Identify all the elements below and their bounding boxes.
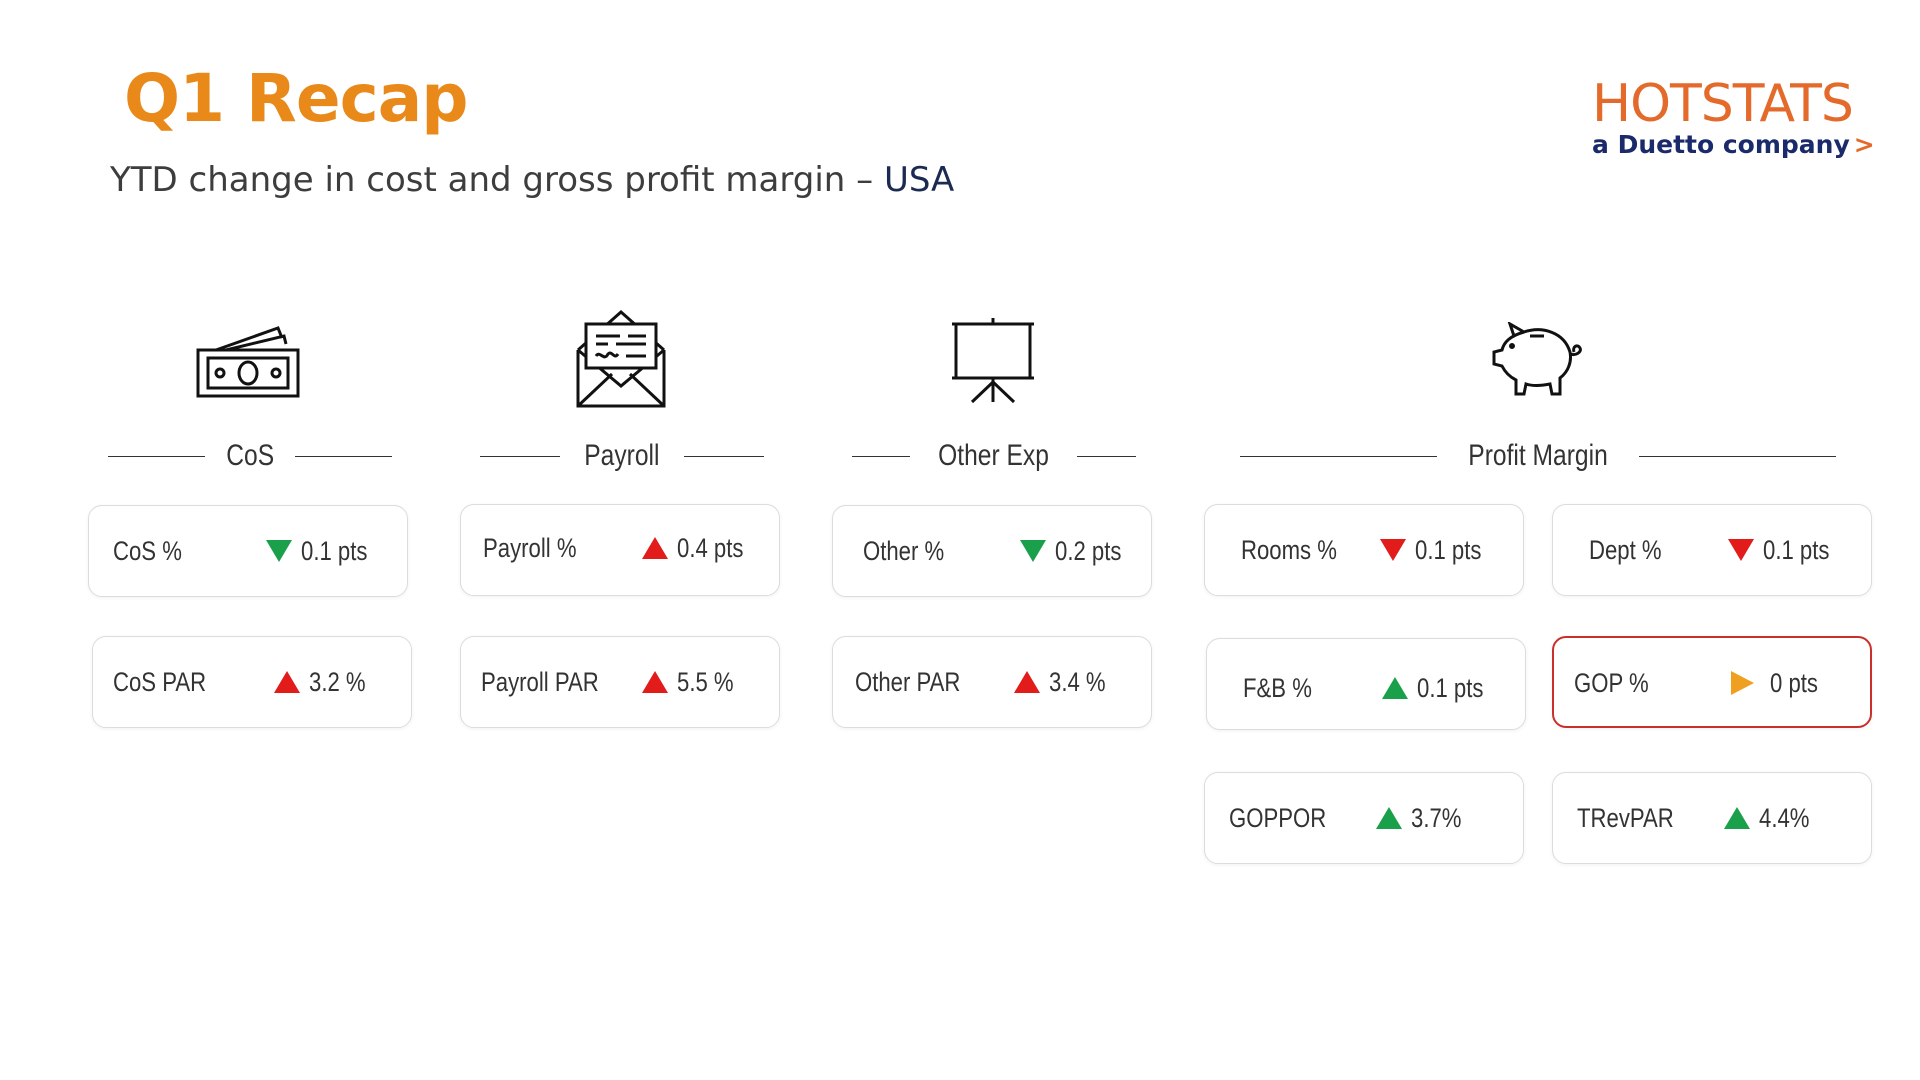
metric-value: 3.7% bbox=[1411, 802, 1462, 833]
metric-name: TRevPAR bbox=[1577, 803, 1674, 833]
section-divider bbox=[852, 455, 910, 457]
metric-name: GOP % bbox=[1574, 668, 1649, 698]
section-header-other: Other Exp bbox=[852, 436, 1136, 476]
metric-value: 5.5 % bbox=[677, 666, 734, 697]
metric-card-gop-pct: GOP % 0 pts bbox=[1552, 636, 1872, 728]
section-divider bbox=[683, 455, 764, 457]
section-divider bbox=[1240, 455, 1437, 457]
metric-change: 0.1 pts bbox=[1727, 533, 1844, 567]
metric-value: 3.4 % bbox=[1049, 666, 1106, 697]
up-arrow-icon bbox=[1382, 677, 1408, 699]
metric-change: 3.2 % bbox=[273, 665, 378, 699]
metric-name: CoS PAR bbox=[113, 667, 207, 697]
up-arrow-icon bbox=[642, 537, 668, 559]
section-divider bbox=[480, 455, 561, 457]
metric-change: 0.1 pts bbox=[265, 534, 382, 568]
metric-change: 0.4 pts bbox=[641, 531, 758, 565]
metric-card-payroll-par: Payroll PAR 5.5 % bbox=[460, 636, 780, 728]
up-arrow-icon bbox=[642, 671, 668, 693]
metric-change: 5.5 % bbox=[641, 665, 746, 699]
subtitle-text: YTD change in cost and gross profit marg… bbox=[110, 160, 846, 200]
section-divider bbox=[295, 455, 392, 457]
metric-name: Other % bbox=[863, 536, 945, 566]
logo-tagline-text: a Duetto company bbox=[1592, 130, 1850, 159]
metric-value: 0.1 pts bbox=[1763, 534, 1830, 565]
down-arrow-icon bbox=[266, 540, 292, 562]
section-header-profit: Profit Margin bbox=[1240, 436, 1836, 476]
section-label-other: Other Exp bbox=[937, 439, 1049, 472]
metric-change: 0 pts bbox=[1728, 666, 1829, 700]
metric-card-trevpar: TRevPAR 4.4% bbox=[1552, 772, 1872, 864]
metric-change: 0.1 pts bbox=[1379, 533, 1496, 567]
metric-change: 3.4 % bbox=[1013, 665, 1118, 699]
subtitle-region: USA bbox=[883, 160, 955, 200]
metric-card-cos-par: CoS PAR 3.2 % bbox=[92, 636, 412, 728]
section-divider bbox=[1076, 455, 1136, 457]
metric-value: 0.1 pts bbox=[301, 535, 368, 566]
metric-name: Rooms % bbox=[1241, 535, 1337, 565]
metric-name: Other PAR bbox=[855, 667, 961, 697]
metric-value: 4.4% bbox=[1759, 802, 1810, 833]
metric-change: 0.1 pts bbox=[1381, 671, 1498, 705]
subtitle-separator: – bbox=[856, 160, 874, 200]
metric-value: 0.4 pts bbox=[677, 532, 744, 563]
hotstats-logo: HOTSTATS a Duetto company > bbox=[1592, 74, 1875, 168]
metric-card-rooms-pct: Rooms % 0.1 pts bbox=[1204, 504, 1524, 596]
metric-card-other-par: Other PAR 3.4 % bbox=[832, 636, 1152, 728]
metric-name: Dept % bbox=[1589, 535, 1662, 565]
metric-name: F&B % bbox=[1243, 673, 1312, 703]
metric-card-other-pct: Other % 0.2 pts bbox=[832, 505, 1152, 597]
metric-value: 0.1 pts bbox=[1417, 672, 1484, 703]
section-header-payroll: Payroll bbox=[480, 436, 764, 476]
section-divider bbox=[1639, 455, 1836, 457]
up-arrow-icon bbox=[1014, 671, 1040, 693]
metric-card-dept-pct: Dept % 0.1 pts bbox=[1552, 504, 1872, 596]
metric-name: GOPPOR bbox=[1229, 803, 1327, 833]
down-arrow-icon bbox=[1728, 539, 1754, 561]
metric-value: 0.2 pts bbox=[1055, 535, 1122, 566]
money-icon bbox=[196, 322, 302, 398]
piggy-bank-icon bbox=[1490, 322, 1586, 398]
metric-name: Payroll % bbox=[483, 533, 577, 563]
presentation-board-icon bbox=[950, 318, 1036, 404]
page-subtitle: YTD change in cost and gross profit marg… bbox=[110, 160, 954, 200]
metric-value: 3.2 % bbox=[309, 666, 366, 697]
section-divider bbox=[108, 455, 205, 457]
section-header-cos: CoS bbox=[108, 436, 392, 476]
down-arrow-icon bbox=[1020, 540, 1046, 562]
metric-name: CoS % bbox=[113, 536, 182, 566]
logo-tagline: a Duetto company > bbox=[1592, 132, 1875, 157]
page-title: Q1 Recap bbox=[124, 60, 468, 137]
section-label-profit: Profit Margin bbox=[1468, 439, 1608, 472]
logo-brand: HOTSTATS bbox=[1592, 74, 1854, 134]
metric-value: 0.1 pts bbox=[1415, 534, 1482, 565]
metric-name: Payroll PAR bbox=[481, 667, 599, 697]
envelope-payslip-icon bbox=[576, 310, 666, 408]
metric-card-cos-pct: CoS % 0.1 pts bbox=[88, 505, 408, 597]
section-label-cos: CoS bbox=[226, 439, 274, 472]
logo-chevron: > bbox=[1853, 130, 1875, 159]
metric-change: 4.4% bbox=[1723, 801, 1821, 835]
metric-card-fnb-pct: F&B % 0.1 pts bbox=[1206, 638, 1526, 730]
metric-change: 0.2 pts bbox=[1019, 534, 1136, 568]
metric-value: 0 pts bbox=[1770, 667, 1819, 698]
section-label-payroll: Payroll bbox=[584, 439, 660, 472]
metric-change: 3.7% bbox=[1375, 801, 1473, 835]
metric-card-payroll-pct: Payroll % 0.4 pts bbox=[460, 504, 780, 596]
up-arrow-icon bbox=[1376, 807, 1402, 829]
down-arrow-icon bbox=[1380, 539, 1406, 561]
metric-card-goppor: GOPPOR 3.7% bbox=[1204, 772, 1524, 864]
up-arrow-icon bbox=[274, 671, 300, 693]
up-arrow-icon bbox=[1724, 807, 1750, 829]
right-arrow-icon bbox=[1731, 671, 1754, 695]
